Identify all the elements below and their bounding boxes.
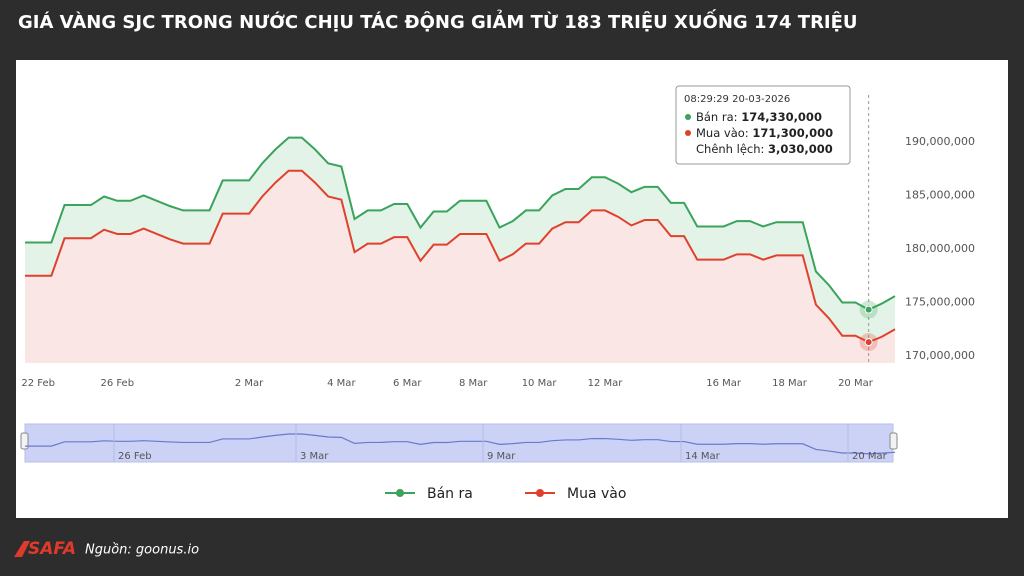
navigator-handle[interactable] [889, 432, 898, 450]
navigator-handle[interactable] [20, 432, 29, 450]
y-tick-label: 175,000,000 [905, 296, 975, 309]
tooltip-box [675, 85, 851, 165]
hover-point [864, 338, 873, 347]
x-tick-label: 16 Mar [706, 378, 742, 389]
x-tick-label: 18 Mar [772, 378, 808, 389]
x-tick-label: 8 Mar [459, 378, 488, 389]
x-tick-label: 10 Mar [522, 378, 558, 389]
navigator-label: 26 Feb [118, 451, 152, 462]
x-tick-label: 12 Mar [588, 378, 624, 389]
navigator-label: 9 Mar [487, 451, 516, 462]
logo-icon [14, 541, 30, 557]
x-tick-label: 20 Mar [838, 378, 874, 389]
tooltip-row: Bán ra: 174,330,000 [696, 110, 822, 124]
tooltip-value: 171,300,000 [752, 126, 833, 140]
navigator-label: 3 Mar [300, 451, 329, 462]
title: GIÁ VÀNG SJC TRONG NƯỚC CHỊU TÁC ĐỘNG GI… [18, 9, 858, 33]
tooltip-dot [685, 130, 691, 136]
series-line [25, 169, 896, 344]
legend-label: Bán ra [427, 486, 473, 502]
tooltip-dot [685, 114, 691, 120]
tooltip: 08:29:29 20-03-2026 Bán ra: 174,330,000 Mu… [675, 85, 851, 165]
y-tick-label: 185,000,000 [905, 188, 975, 201]
tooltip-label: Mua vào: [696, 126, 749, 140]
tooltip-label: Bán ra: [696, 110, 738, 124]
hover-point [864, 305, 873, 314]
y-tick-label: 170,000,000 [905, 349, 975, 362]
y-tick-label: 180,000,000 [905, 242, 975, 255]
logo: SAFA [14, 539, 76, 559]
tooltip-row: Mua vào: 171,300,000 [696, 126, 833, 140]
tooltip-time: 08:29:29 20-03-2026 [684, 94, 790, 105]
x-tick-label: 26 Feb [100, 378, 134, 389]
x-tick-label: 22 Feb [21, 378, 55, 389]
x-tick-label: 4 Mar [327, 378, 356, 389]
series-area [25, 170, 895, 363]
series-line [25, 136, 896, 311]
legend-label: Mua vào [567, 486, 626, 502]
tooltip-value: 3,030,000 [768, 142, 833, 156]
legend-dot [396, 489, 404, 497]
navigator-label: 20 Mar [852, 451, 888, 462]
navigator-label: 14 Mar [685, 451, 721, 462]
legend-dot [536, 489, 544, 497]
navigator-mask [24, 423, 894, 463]
tooltip-value: 174,330,000 [741, 110, 822, 124]
navigator-line [25, 433, 896, 455]
x-tick-label: 2 Mar [235, 378, 264, 389]
y-tick-label: 190,000,000 [905, 135, 975, 148]
source: Nguồn: goonus.io [85, 543, 199, 558]
tooltip-label: Chênh lệch: [696, 142, 764, 156]
x-tick-label: 6 Mar [393, 378, 422, 389]
logo-text: SAFA [28, 539, 76, 559]
tooltip-row: Chênh lệch: 3,030,000 [696, 142, 833, 156]
